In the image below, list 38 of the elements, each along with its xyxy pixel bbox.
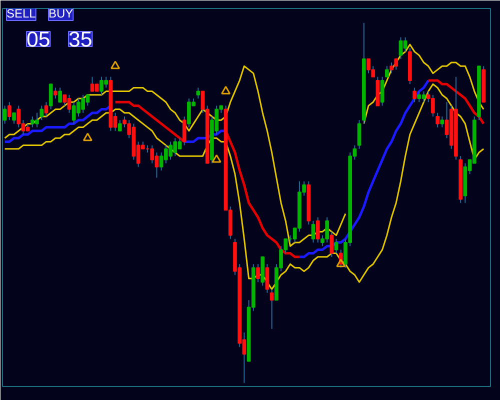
- candlestick: [7, 102, 12, 121]
- text: SELL: [6, 6, 36, 20]
- candlestick: [44, 102, 48, 117]
- candlestick: [270, 288, 274, 330]
- candlestick: [150, 144, 154, 164]
- candlestick: [12, 112, 16, 124]
- candlestick: [380, 76, 384, 106]
- candlestick: [40, 105, 44, 121]
- candlestick: [265, 264, 270, 294]
- point: [212, 154, 222, 163]
- candlestick: [412, 87, 416, 103]
- point: [110, 60, 120, 70]
- candlestick: [403, 36, 408, 52]
- candlestick: [182, 116, 186, 146]
- candlestick: [58, 87, 62, 103]
- candlestick: [196, 87, 200, 99]
- candlestick: [436, 112, 440, 128]
- candlestick: [357, 120, 362, 150]
- candlestick: [330, 231, 334, 258]
- candlestick: [16, 105, 21, 128]
- candlestick: [2, 105, 7, 124]
- candlestick: [417, 90, 422, 103]
- annotation: 35: [68, 28, 92, 52]
- point: [221, 86, 231, 94]
- candlestick: [311, 220, 316, 243]
- candlestick: [316, 216, 320, 243]
- candlestick: [440, 116, 444, 128]
- annotation: 05: [26, 28, 50, 52]
- point: [336, 258, 346, 268]
- candlestick: [384, 66, 389, 78]
- candlestick: [48, 84, 53, 110]
- candlestick: [334, 238, 338, 254]
- point: [82, 132, 92, 142]
- candlestick: [256, 264, 260, 283]
- text: BUY: [48, 6, 74, 20]
- candlestick: [62, 94, 67, 106]
- candlestick: [118, 120, 122, 132]
- candlestick: [54, 87, 58, 99]
